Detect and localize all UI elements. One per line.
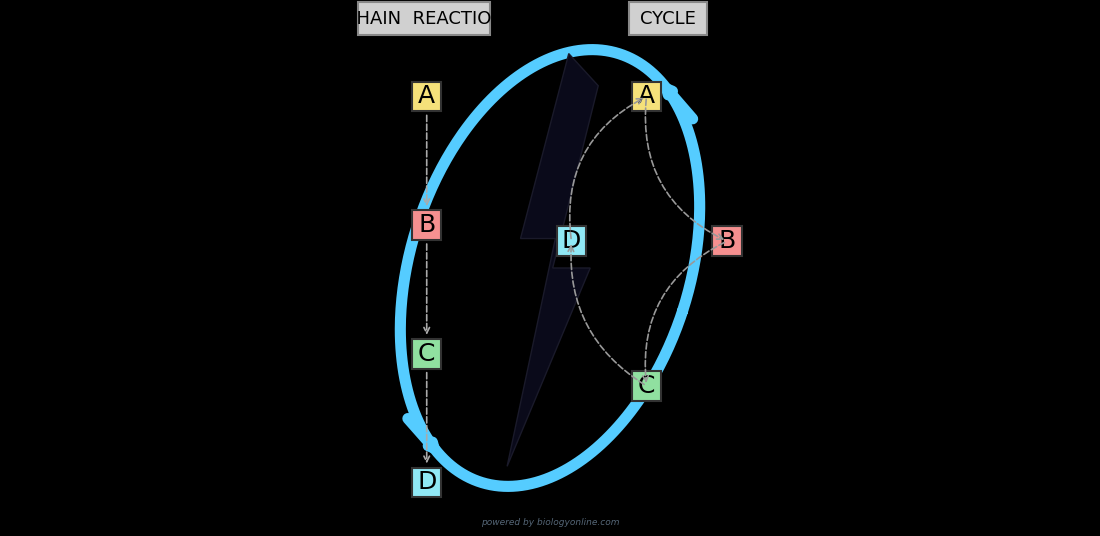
Text: A: A <box>418 85 436 108</box>
Text: D: D <box>417 471 437 494</box>
FancyBboxPatch shape <box>412 467 441 497</box>
FancyBboxPatch shape <box>359 2 490 35</box>
FancyBboxPatch shape <box>631 82 661 111</box>
FancyBboxPatch shape <box>412 339 441 369</box>
Text: CHAIN  REACTION: CHAIN REACTION <box>343 10 505 28</box>
Text: D: D <box>562 229 581 253</box>
FancyBboxPatch shape <box>412 210 441 240</box>
Text: C: C <box>638 374 656 398</box>
Text: A: A <box>638 85 654 108</box>
Text: CYCLE: CYCLE <box>640 10 696 28</box>
Text: C: C <box>418 342 436 366</box>
FancyBboxPatch shape <box>557 226 586 256</box>
FancyBboxPatch shape <box>631 371 661 401</box>
Text: powered by biologyonline.com: powered by biologyonline.com <box>481 518 619 527</box>
Polygon shape <box>507 54 598 466</box>
FancyBboxPatch shape <box>712 226 741 256</box>
FancyBboxPatch shape <box>629 2 707 35</box>
Text: B: B <box>418 213 436 237</box>
Text: B: B <box>718 229 736 253</box>
FancyBboxPatch shape <box>412 82 441 111</box>
